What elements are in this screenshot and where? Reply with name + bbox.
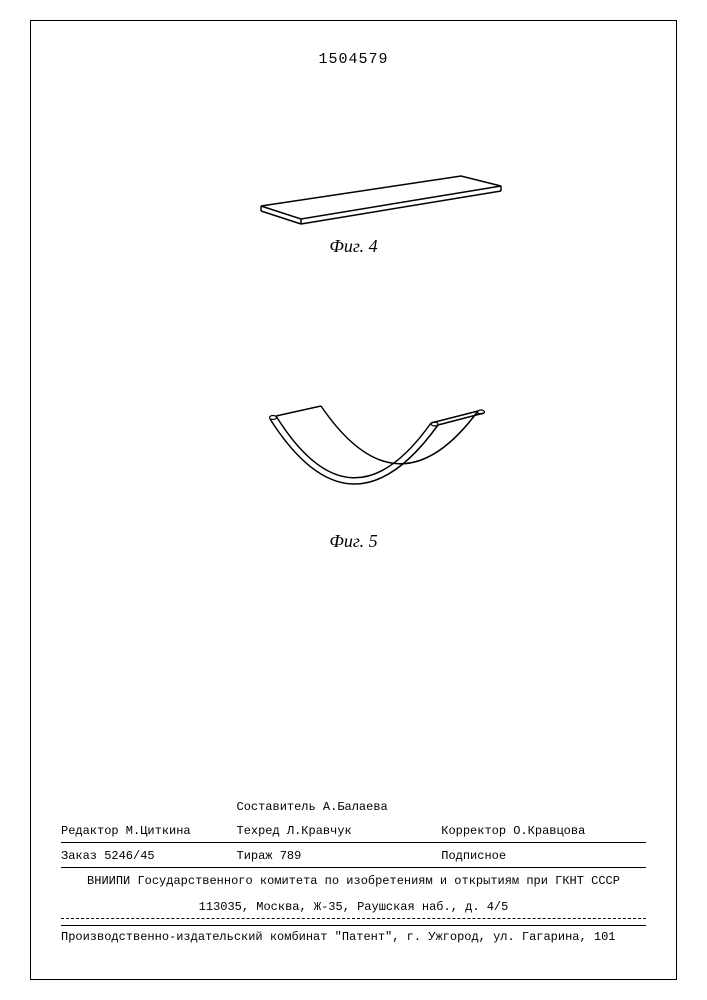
org-line: ВНИИПИ Государственного комитета по изоб… <box>61 868 646 894</box>
credits-row-order: Заказ 5246/45 Тираж 789 Подписное <box>61 843 646 868</box>
credits-row-compiler: Составитель А.Балаева <box>61 794 646 818</box>
tirazh-label: Тираж 789 <box>237 847 442 865</box>
techred-label: Техред Л.Кравчук <box>237 822 442 840</box>
corrector-label: Корректор О.Кравцова <box>441 822 646 840</box>
credits-row-address: 113035, Москва, Ж-35, Раушская наб., д. … <box>61 894 646 919</box>
order-label: Заказ 5246/45 <box>61 847 237 865</box>
document-number: 1504579 <box>31 51 676 68</box>
podpisnoe-label: Подписное <box>441 847 646 865</box>
figure-4-drawing <box>251 171 511 231</box>
figure-4-label: Фиг. 4 <box>31 236 676 257</box>
compiler-label: Составитель А.Балаева <box>237 798 442 816</box>
credits-block: Составитель А.Балаева Редактор М.Циткина… <box>61 794 646 919</box>
page-frame: 1504579 Фиг. 4 Фиг. 5 Составите <box>30 20 677 980</box>
credits-row-editor: Редактор М.Циткина Техред Л.Кравчук Корр… <box>61 818 646 843</box>
footer-publisher: Производственно-издательский комбинат "П… <box>61 925 646 944</box>
editor-label: Редактор М.Циткина <box>61 822 237 840</box>
figure-5-label: Фиг. 5 <box>31 531 676 552</box>
address-line: 113035, Москва, Ж-35, Раушская наб., д. … <box>61 898 646 916</box>
figure-5-drawing <box>246 401 526 531</box>
